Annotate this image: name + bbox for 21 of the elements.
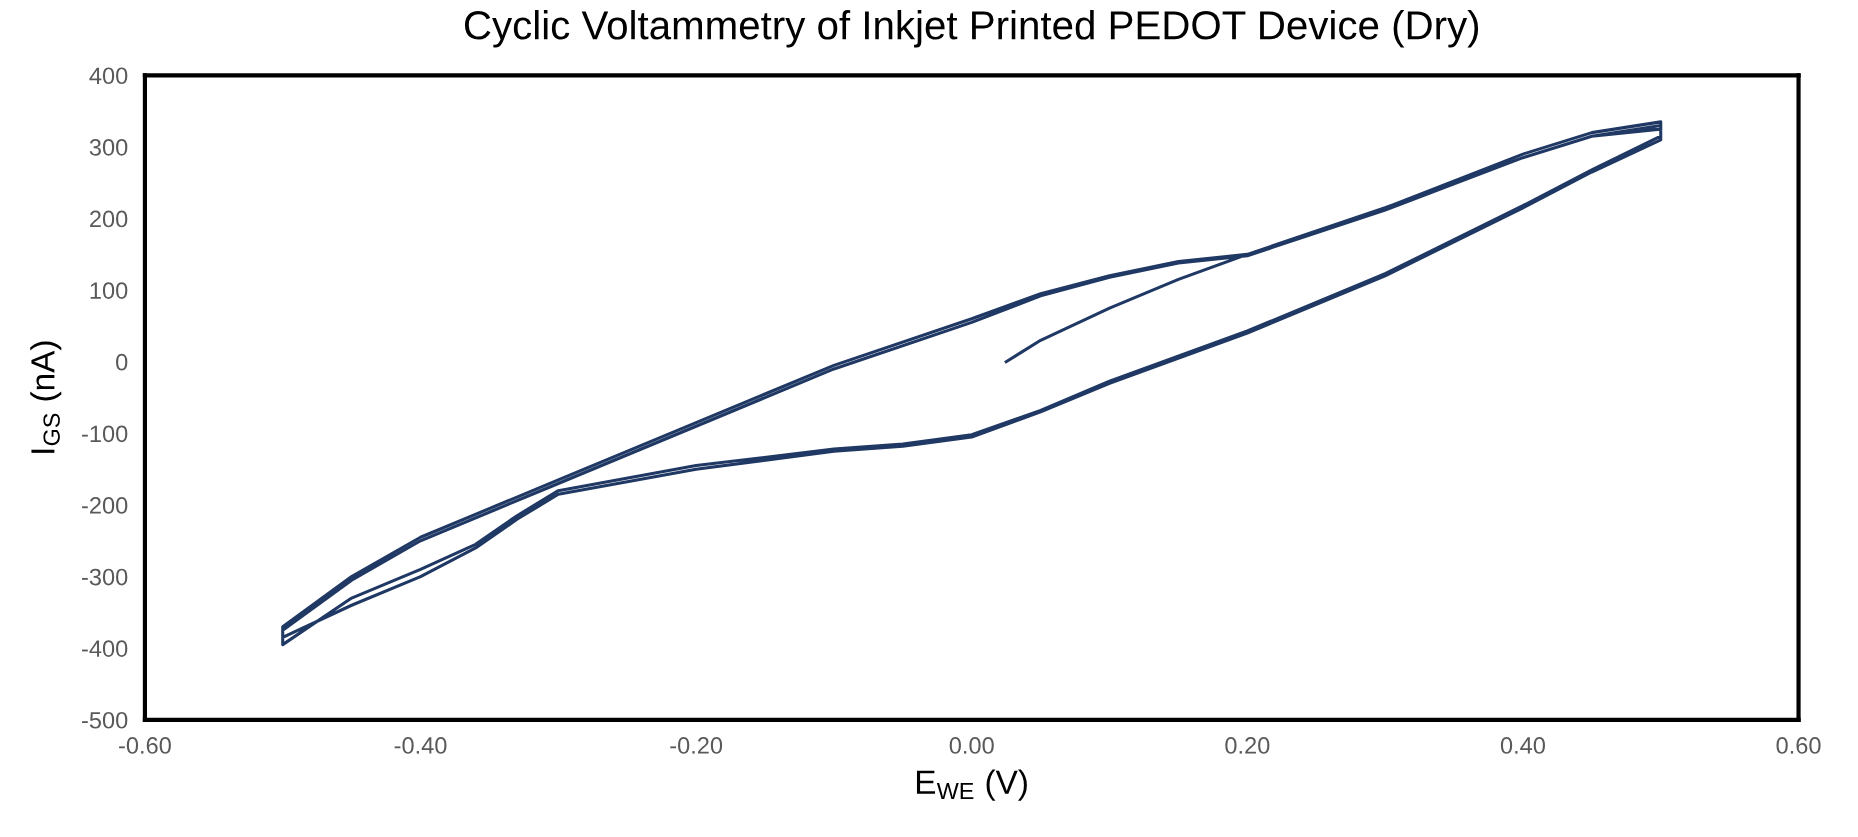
y-tick-label: -300 bbox=[82, 568, 128, 586]
y-axis-title: I$_{GS}$ (nA) bbox=[30, 341, 62, 453]
x-tick-label: -0.60 bbox=[119, 737, 171, 754]
y-tick-label: 400 bbox=[89, 67, 128, 85]
y-tick-label: -200 bbox=[82, 497, 128, 514]
y-tick-label: -500 bbox=[82, 711, 128, 729]
y-tick-label: -100 bbox=[82, 425, 128, 443]
x-axis-title: E$_{WE}$ (V) bbox=[916, 769, 1027, 801]
x-tick-label: 0.00 bbox=[949, 737, 994, 754]
x-tick-label: -0.20 bbox=[670, 737, 723, 754]
y-tick-label: 0 bbox=[116, 353, 128, 371]
line-series bbox=[281, 120, 1663, 647]
x-tick-label: 0.20 bbox=[1225, 737, 1270, 754]
chart-title: Cyclic Voltammetry of Inkjet Printed PEDOT Device (Dry) bbox=[464, 10, 1479, 48]
y-tick-label: 200 bbox=[90, 210, 128, 228]
y-tick-label: -400 bbox=[82, 640, 128, 657]
y-tick-label: 100 bbox=[90, 282, 128, 299]
x-tick-label: -0.40 bbox=[394, 737, 447, 754]
x-tick-label: 0.60 bbox=[1776, 737, 1821, 754]
y-tick-label: 300 bbox=[89, 139, 128, 156]
x-tick-label: 0.40 bbox=[1500, 737, 1545, 754]
